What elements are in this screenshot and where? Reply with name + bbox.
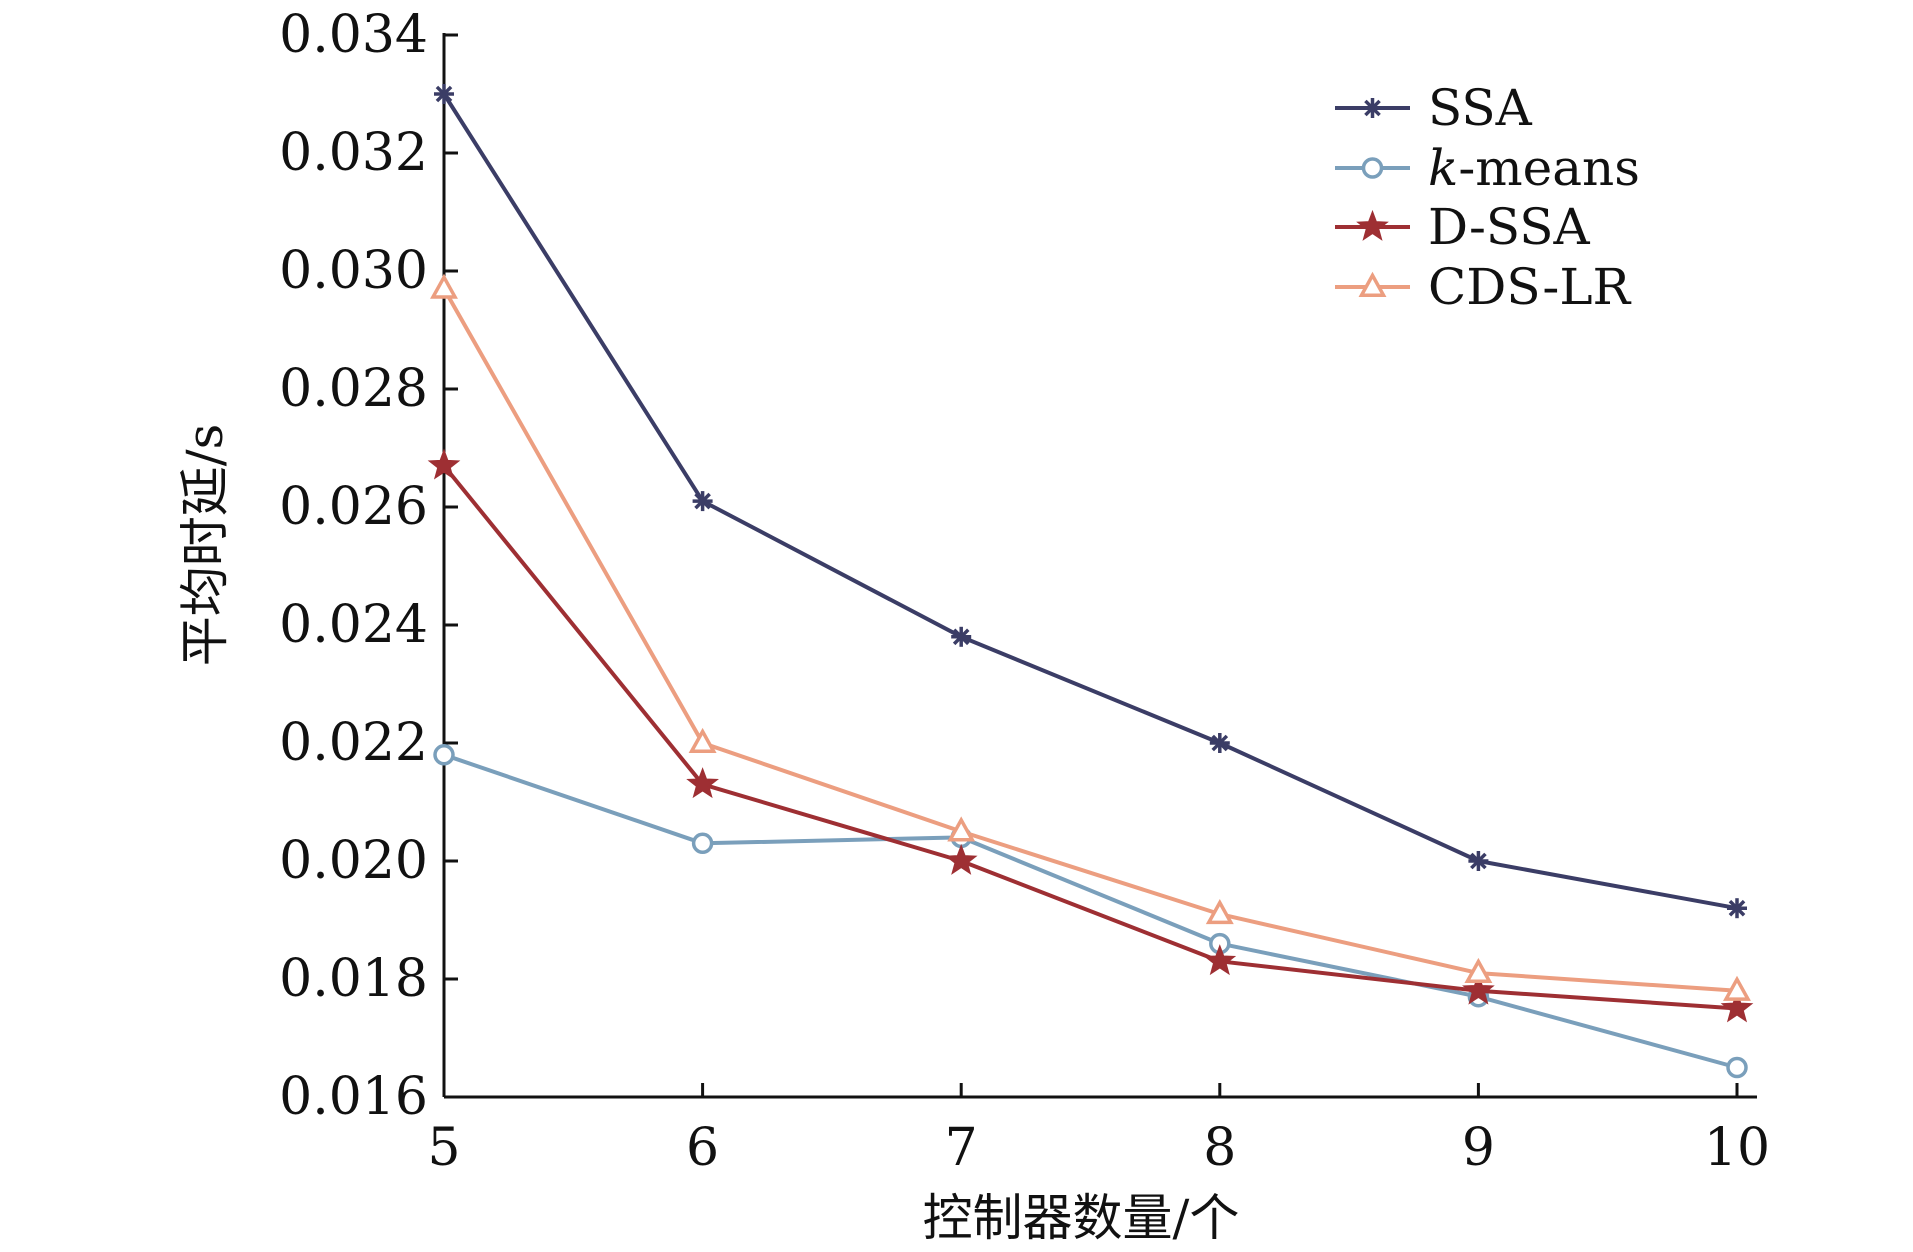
star-marker xyxy=(427,448,461,480)
legend-label: CDS-LR xyxy=(1428,258,1632,316)
asterisk-stroke xyxy=(1364,99,1381,117)
series-0 xyxy=(434,84,1747,919)
asterisk-stroke xyxy=(1470,852,1487,870)
legend-item: SSA xyxy=(1335,79,1533,137)
asterisk-stroke xyxy=(435,85,453,103)
series-line xyxy=(443,752,1738,1070)
legend-item: CDS-LR xyxy=(1335,258,1632,316)
y-tick-label: 0.028 xyxy=(279,359,428,419)
asterisk-marker xyxy=(434,84,454,104)
asterisk-stroke xyxy=(694,492,711,510)
y-tick-label: 0.032 xyxy=(279,123,428,183)
x-tick-label: 8 xyxy=(1203,1118,1236,1178)
legend-label: SSA xyxy=(1428,79,1533,137)
asterisk-marker xyxy=(692,491,713,512)
triangle-marker xyxy=(1205,898,1234,925)
x-tick-label: 7 xyxy=(945,1118,978,1178)
star-marker xyxy=(944,843,978,875)
x-tick-label: 6 xyxy=(686,1118,719,1178)
asterisk-marker xyxy=(1209,733,1230,753)
y-tick-label: 0.030 xyxy=(279,241,428,301)
triangle-marker xyxy=(1464,957,1493,984)
asterisk-marker xyxy=(1362,98,1383,118)
y-tick-label: 0.024 xyxy=(279,595,428,655)
x-tick-label: 10 xyxy=(1704,1118,1770,1178)
y-tick-label: 0.034 xyxy=(279,5,428,65)
x-axis-title: 控制器数量/个 xyxy=(923,1189,1240,1247)
circle-marker xyxy=(1726,1056,1748,1079)
legend-label: D-SSA xyxy=(1428,198,1591,256)
star-marker xyxy=(1203,944,1237,976)
star-marker xyxy=(1462,973,1495,1005)
series-2 xyxy=(427,448,1754,1023)
legend-item: k-means xyxy=(1335,139,1640,197)
x-tick-label: 9 xyxy=(1462,1118,1495,1178)
legend-label: k-means xyxy=(1428,139,1640,197)
asterisk-marker xyxy=(951,626,972,647)
series-3 xyxy=(430,273,1751,1001)
asterisk-marker xyxy=(1727,898,1747,919)
legend-item: D-SSA xyxy=(1335,198,1591,256)
y-tick-label: 0.022 xyxy=(279,713,428,773)
asterisk-stroke xyxy=(1211,734,1229,752)
triangle-marker xyxy=(1723,975,1751,1001)
y-tick-label: 0.020 xyxy=(279,831,428,891)
series-line xyxy=(442,92,1738,911)
y-tick-label: 0.018 xyxy=(279,949,428,1009)
x-tick-label: 5 xyxy=(427,1118,460,1178)
star-marker xyxy=(1356,209,1389,241)
series-line xyxy=(442,287,1738,993)
star-marker xyxy=(686,767,719,799)
circle-marker xyxy=(433,744,455,766)
axes: 0.016 0.018 0.020 0.022 0.024 0.026 0.028 0.030… xyxy=(279,5,1770,1178)
asterisk-stroke xyxy=(952,628,970,646)
asterisk-stroke xyxy=(1728,899,1746,917)
triangle-marker xyxy=(688,727,717,754)
series-line xyxy=(442,464,1738,1011)
triangle-marker xyxy=(1358,271,1387,298)
series-layer xyxy=(427,84,1754,1079)
triangle-marker xyxy=(947,816,976,842)
circle-marker xyxy=(691,832,714,855)
star-marker xyxy=(1720,991,1754,1023)
asterisk-marker xyxy=(1468,851,1489,871)
circle-marker xyxy=(1361,157,1384,179)
triangle-marker xyxy=(430,273,458,299)
y-tick-label: 0.026 xyxy=(279,477,428,537)
y-tick-label: 0.016 xyxy=(279,1067,428,1127)
y-axis-title: 平均时延/s xyxy=(176,424,234,667)
